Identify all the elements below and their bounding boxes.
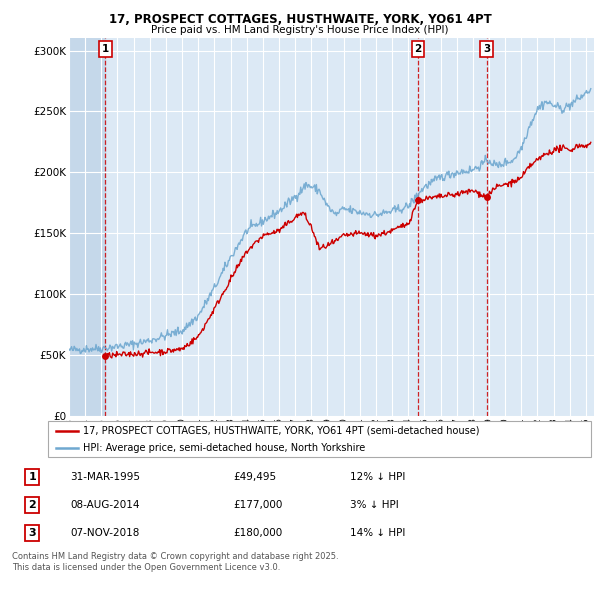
- Text: £180,000: £180,000: [233, 528, 283, 538]
- Bar: [69, 38, 106, 416]
- Text: £49,495: £49,495: [233, 472, 276, 482]
- Text: 14% ↓ HPI: 14% ↓ HPI: [350, 528, 405, 538]
- Text: 07-NOV-2018: 07-NOV-2018: [70, 528, 140, 538]
- Text: 3% ↓ HPI: 3% ↓ HPI: [350, 500, 398, 510]
- Text: Price paid vs. HM Land Registry's House Price Index (HPI): Price paid vs. HM Land Registry's House …: [151, 25, 449, 35]
- Text: 12% ↓ HPI: 12% ↓ HPI: [350, 472, 405, 482]
- Text: 3: 3: [29, 528, 36, 538]
- Text: 3: 3: [483, 44, 490, 54]
- Text: Contains HM Land Registry data © Crown copyright and database right 2025.
This d: Contains HM Land Registry data © Crown c…: [12, 552, 338, 572]
- Text: 08-AUG-2014: 08-AUG-2014: [70, 500, 140, 510]
- Text: 17, PROSPECT COTTAGES, HUSTHWAITE, YORK, YO61 4PT (semi-detached house): 17, PROSPECT COTTAGES, HUSTHWAITE, YORK,…: [83, 426, 480, 436]
- Text: 2: 2: [414, 44, 422, 54]
- FancyBboxPatch shape: [48, 421, 591, 457]
- Text: 2: 2: [28, 500, 36, 510]
- Text: HPI: Average price, semi-detached house, North Yorkshire: HPI: Average price, semi-detached house,…: [83, 443, 365, 453]
- Text: 1: 1: [102, 44, 109, 54]
- Text: £177,000: £177,000: [233, 500, 283, 510]
- Text: 1: 1: [28, 472, 36, 482]
- Text: 31-MAR-1995: 31-MAR-1995: [70, 472, 140, 482]
- Text: 17, PROSPECT COTTAGES, HUSTHWAITE, YORK, YO61 4PT: 17, PROSPECT COTTAGES, HUSTHWAITE, YORK,…: [109, 13, 491, 26]
